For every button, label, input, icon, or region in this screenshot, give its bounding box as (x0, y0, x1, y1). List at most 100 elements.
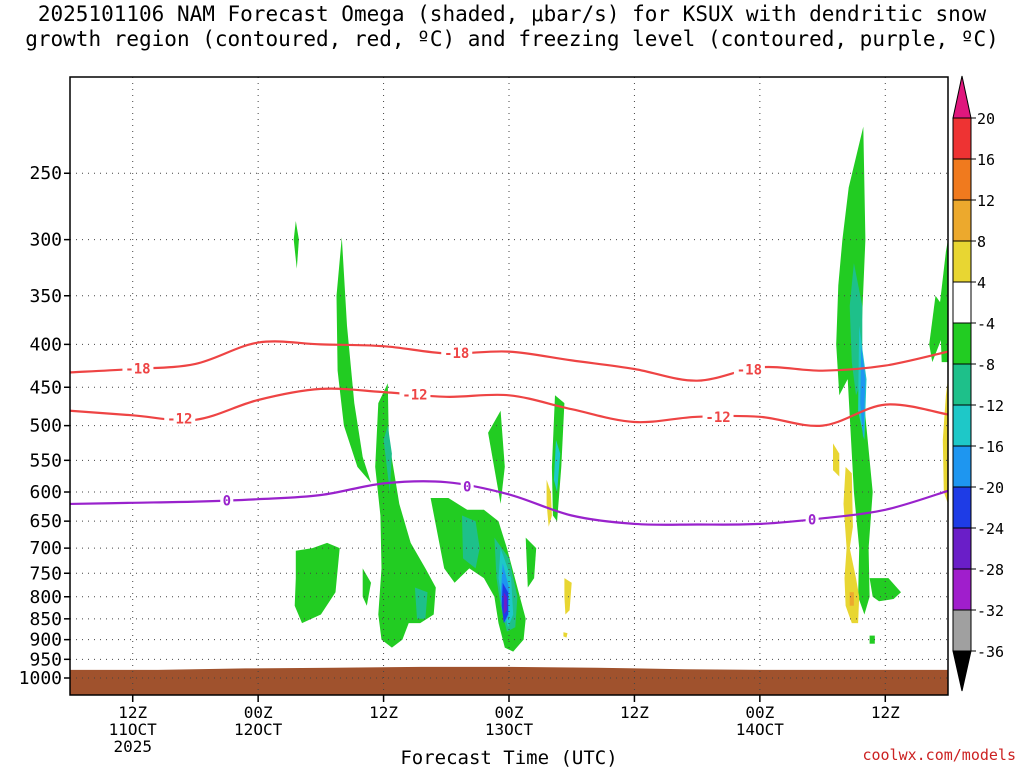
omega-region--8-0 (293, 221, 299, 269)
contour-label--12-1: -12 (402, 387, 427, 403)
chart-title-line-2: growth region (contoured, red, ºC) and f… (25, 27, 999, 51)
y-axis: 2503003504004505005506006507007508008509… (19, 163, 70, 689)
omega-region--12-15 (462, 515, 480, 569)
omega-region--8-1 (336, 237, 371, 483)
y-tick-label-1000: 1000 (19, 668, 62, 689)
ground-terrain (70, 666, 948, 695)
contour-label-0-1: 0 (463, 479, 471, 495)
omega-region--8-6 (525, 537, 537, 588)
omega-region--8-13 (869, 635, 875, 644)
contour-line--18-0 (70, 340, 948, 382)
colorbar-tick-label-8: -16 (977, 438, 1004, 456)
contour-label--12-0: -12 (167, 412, 192, 428)
colorbar-bin-9 (952, 486, 972, 529)
omega-region--16-21 (553, 439, 561, 492)
x-tick-label-66-line1: 00Z (745, 703, 774, 722)
chart-title: 2025101106 NAM Forecast Omega (shaded, μ… (0, 2, 1024, 52)
colorbar-bin-11 (952, 568, 972, 611)
contour-label-bg-0-1 (460, 478, 474, 494)
contour-label-bg--18-2 (733, 361, 765, 377)
grid-layer (70, 77, 948, 695)
colorbar-bin-8 (952, 445, 972, 488)
omega-region--8-4 (430, 498, 526, 652)
y-tick-label-800: 800 (29, 587, 62, 608)
x-tick-label-42-line2: 13OCT (485, 720, 534, 739)
omega-region-4-30 (843, 466, 860, 624)
contour-label-0-0: 0 (223, 493, 231, 509)
contour-label-bg--12-2 (702, 408, 734, 424)
x-tick-label-30-line1: 12Z (369, 703, 398, 722)
y-tick-label-700: 700 (29, 538, 62, 559)
colorbar-bin-1 (952, 158, 972, 201)
contour-label-bg--12-0 (164, 410, 196, 426)
colorbar-tick-label-6: -8 (977, 356, 995, 374)
x-tick-label-6-line2: 11OCT (109, 720, 158, 739)
omega-region--28-25 (503, 592, 507, 615)
colorbar-tick-label-10: -24 (977, 520, 1004, 538)
y-tick-label-300: 300 (29, 230, 62, 251)
colorbar-bottom-arrow (952, 650, 972, 692)
colorbar-top-arrow (952, 75, 972, 119)
omega-region--8-10 (869, 578, 901, 602)
y-tick-label-450: 450 (29, 377, 62, 398)
y-tick-label-750: 750 (29, 563, 62, 584)
contour-label-0-2: 0 (808, 512, 816, 528)
contour-label-bg-0-2 (805, 511, 819, 527)
colorbar-bin-0 (952, 117, 972, 160)
omega-region--8-12 (939, 239, 948, 363)
colorbar-tick-label-11: -28 (977, 561, 1004, 579)
colorbar-bin-6 (952, 363, 972, 406)
omega-region--12-14 (383, 425, 392, 492)
colorbar-tick-label-3: 8 (977, 233, 986, 251)
omega-region--8-11 (929, 295, 943, 363)
colorbar-bin-2 (952, 199, 972, 242)
x-tick-label-6-line1: 12Z (118, 703, 147, 722)
ground-layer (70, 666, 948, 695)
contour-line--12-1 (70, 387, 948, 427)
y-tick-label-950: 950 (29, 649, 62, 670)
x-tick-label-18-line2: 12OCT (234, 720, 283, 739)
x-tick-label-6-line3: 2025 (113, 737, 152, 756)
colorbar-tick-label-0: 20 (977, 110, 995, 128)
watermark-text: coolwx.com/models (862, 746, 1016, 764)
contour-label-bg-0-0 (220, 492, 234, 508)
x-axis-label: Forecast Time (UTC) (400, 747, 617, 768)
omega-region-4-31 (942, 379, 948, 504)
colorbar-bin-12 (952, 609, 972, 652)
omega-region--8-8 (362, 568, 371, 606)
colorbar-bin-10 (952, 527, 972, 570)
contour-label-bg--18-0 (122, 360, 154, 376)
contour-label-bg--12-1 (399, 386, 431, 402)
colorbar-tick-label-7: -12 (977, 397, 1004, 415)
y-tick-label-650: 650 (29, 511, 62, 532)
omega-shading-layer (293, 126, 948, 652)
colorbar-tick-label-12: -32 (977, 602, 1004, 620)
colorbar-bin-3 (952, 240, 972, 283)
colorbar-tick-label-2: 12 (977, 192, 995, 210)
colorbar-tick-label-13: -36 (977, 643, 1004, 661)
colorbar-tick-label-9: -20 (977, 479, 1004, 497)
contour-label-bg--18-1 (441, 345, 473, 361)
omega-region--8-5 (488, 410, 505, 504)
omega-region--8-3 (294, 542, 340, 624)
x-tick-label-18-line1: 00Z (244, 703, 273, 722)
y-tick-label-600: 600 (29, 482, 62, 503)
omega-region-4-26 (546, 479, 552, 527)
x-tick-label-78-line1: 12Z (871, 703, 900, 722)
y-tick-label-400: 400 (29, 334, 62, 355)
omega-region--8-2 (375, 383, 436, 648)
colorbar-bin-5 (952, 322, 972, 365)
omega-region-8-32 (849, 592, 854, 606)
y-tick-label-850: 850 (29, 609, 62, 630)
y-tick-label-550: 550 (29, 450, 62, 471)
contour-label--18-0: -18 (125, 362, 150, 378)
contour-label--18-2: -18 (737, 363, 762, 379)
plot-area: -18 -18 -18 -12 -12 -12 0 0 0 (69, 76, 949, 696)
omega-region-4-28 (563, 632, 568, 638)
x-tick-label-54-line1: 12Z (620, 703, 649, 722)
chart-title-line-1: 2025101106 NAM Forecast Omega (shaded, μ… (37, 2, 987, 26)
y-tick-label-500: 500 (29, 416, 62, 437)
x-axis: Forecast Time (UTC) 12Z11OCT202500Z12OCT… (109, 695, 900, 768)
x-tick-label-42-line1: 00Z (495, 703, 524, 722)
